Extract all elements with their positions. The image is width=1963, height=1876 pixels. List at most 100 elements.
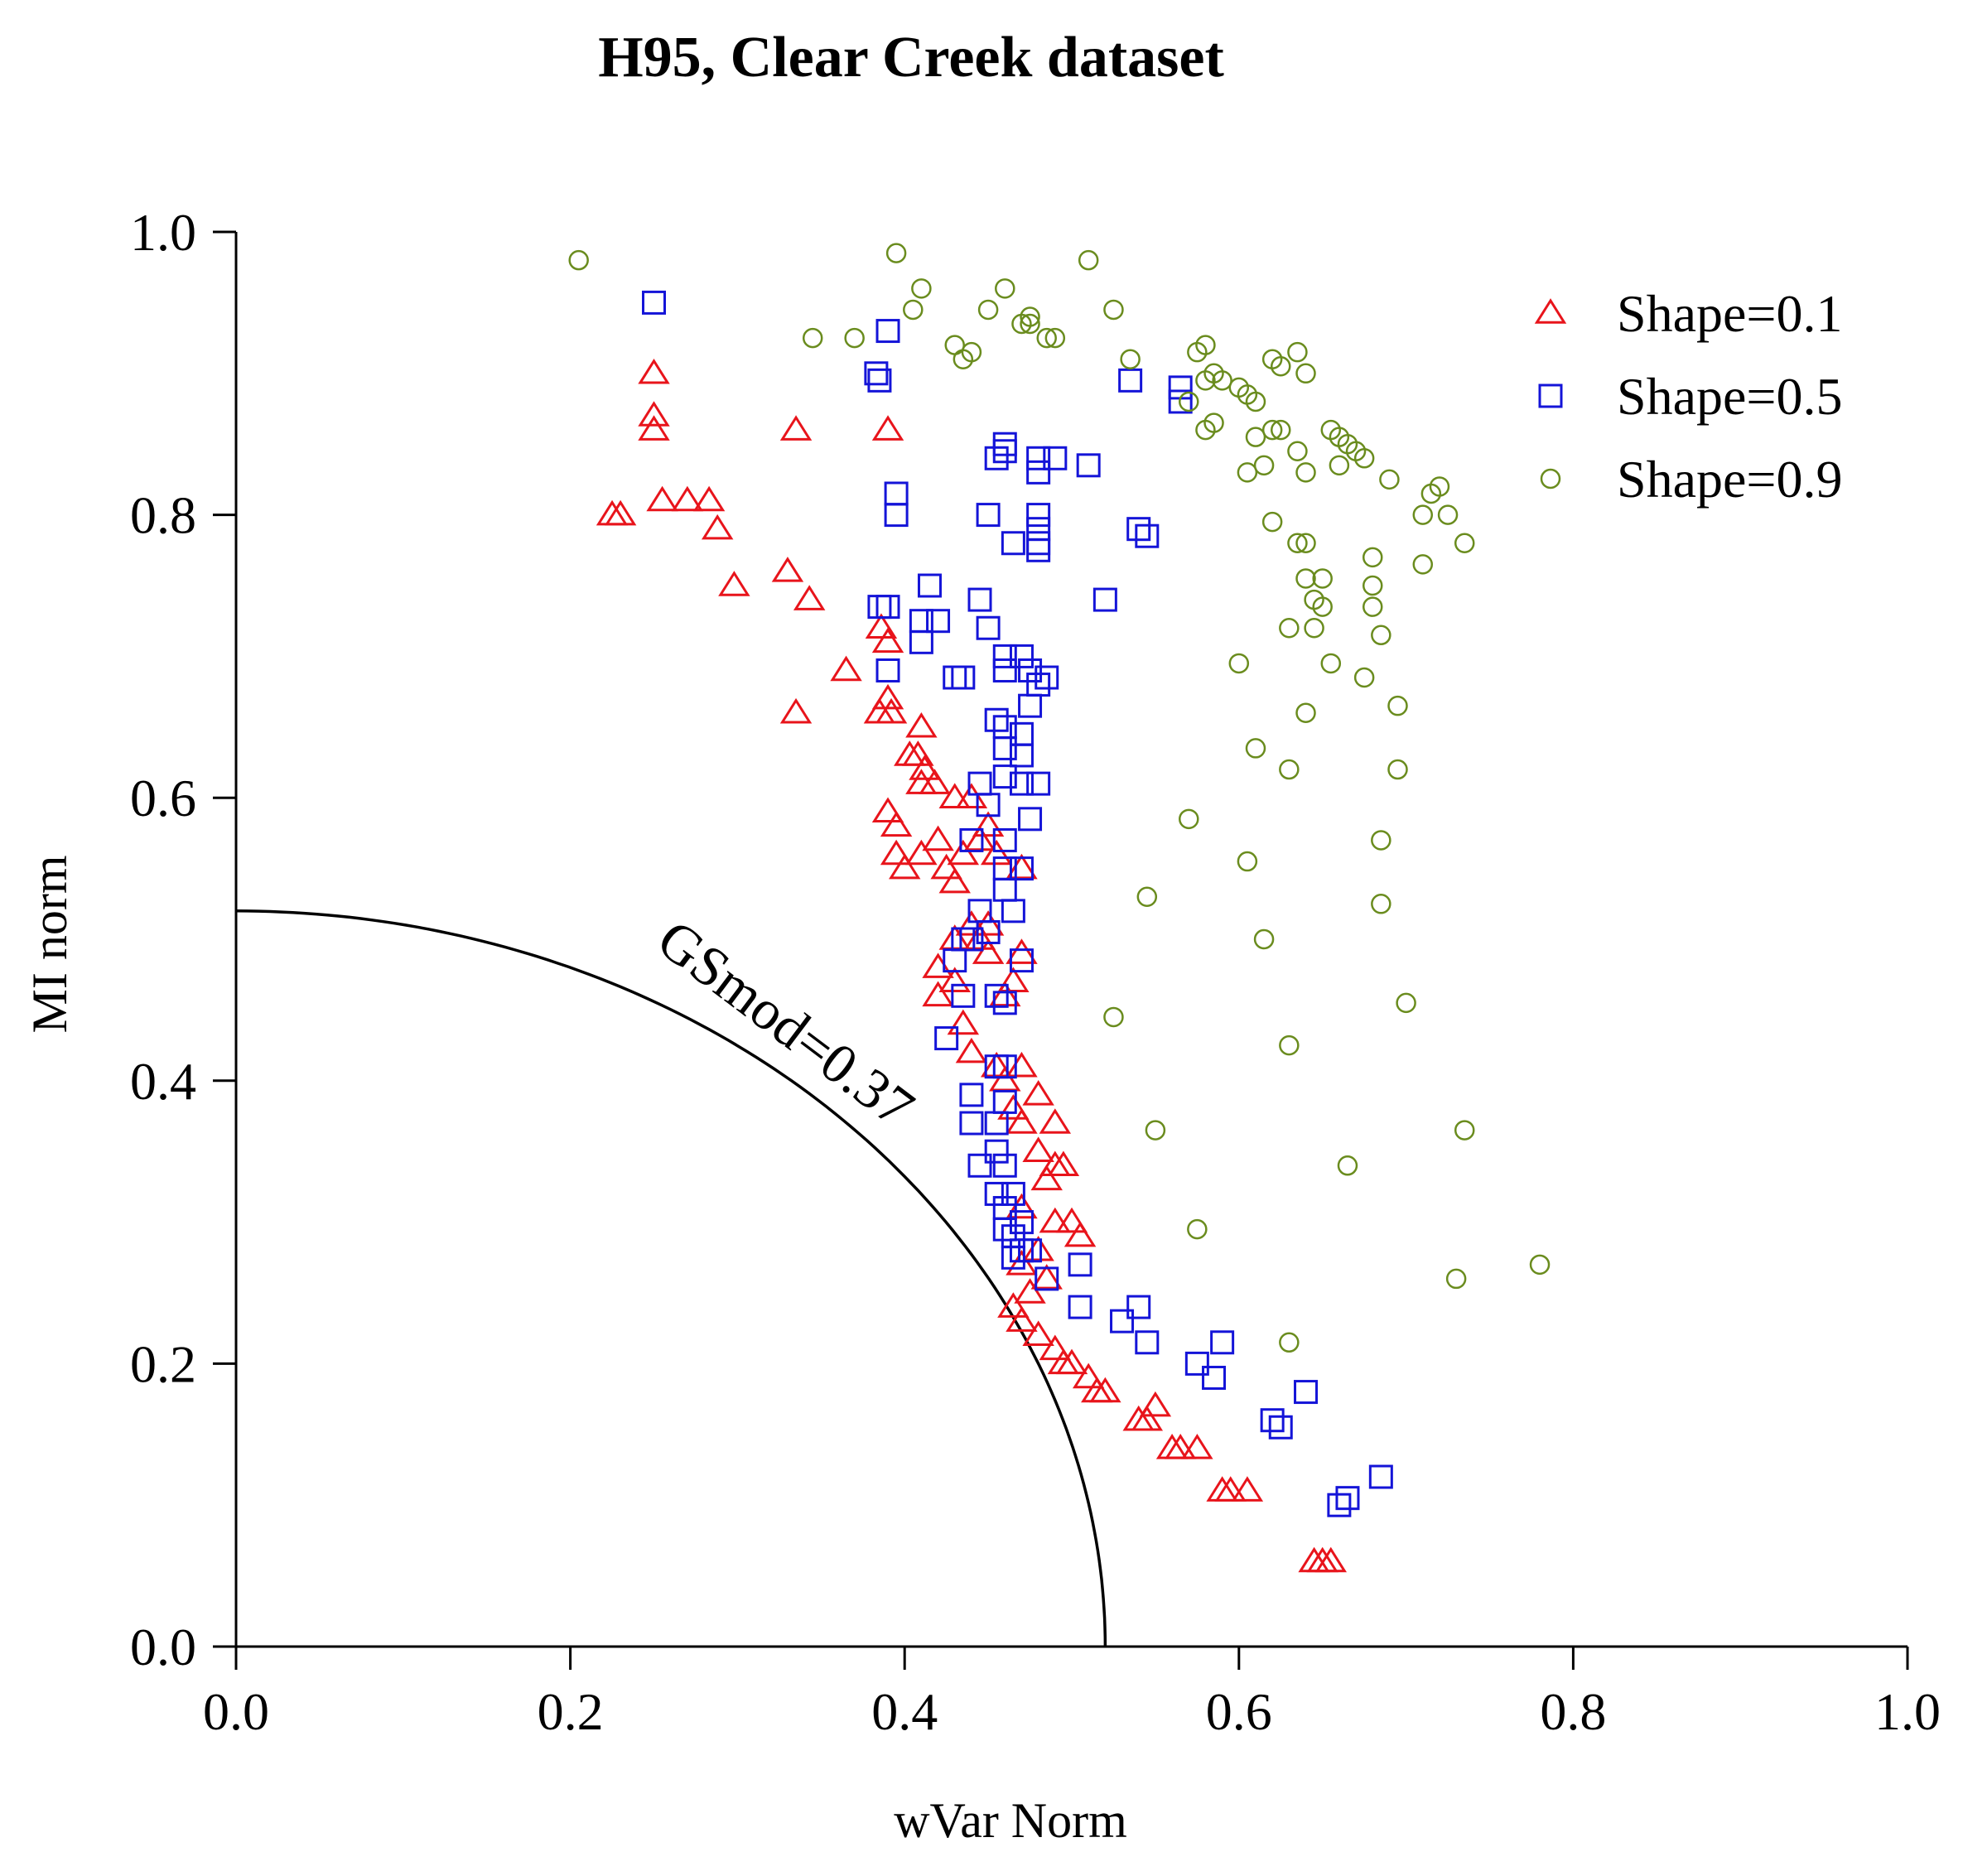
data-point bbox=[1120, 349, 1141, 369]
data-point bbox=[1203, 412, 1224, 433]
data-point bbox=[779, 697, 813, 724]
data-point bbox=[1279, 1332, 1300, 1353]
data-point bbox=[864, 361, 889, 386]
gsmod-curve bbox=[235, 909, 1107, 1647]
series-1 bbox=[596, 358, 1348, 1573]
data-point bbox=[1039, 1207, 1072, 1233]
data-point bbox=[1412, 504, 1434, 525]
data-point bbox=[992, 1153, 1017, 1178]
data-point bbox=[959, 1083, 984, 1107]
data-point bbox=[1039, 1108, 1072, 1134]
data-point bbox=[844, 327, 865, 349]
data-point bbox=[934, 1026, 959, 1051]
x-axis-label: wVar Norm bbox=[894, 1793, 1127, 1848]
data-point bbox=[802, 327, 823, 349]
legend-marker bbox=[1540, 468, 1561, 489]
data-point bbox=[976, 919, 1001, 944]
data-point bbox=[972, 938, 1005, 964]
data-point bbox=[1006, 1250, 1038, 1276]
data-point bbox=[1454, 1120, 1475, 1141]
y-tick-label: 0.6 bbox=[130, 769, 196, 827]
data-point bbox=[771, 557, 804, 582]
data-point bbox=[984, 707, 1009, 732]
data-point bbox=[830, 655, 862, 682]
series-3 bbox=[568, 243, 1551, 1353]
chart-title: H95, Clear Creek dataset bbox=[598, 26, 1224, 89]
data-point bbox=[972, 910, 1005, 936]
data-point bbox=[1022, 1235, 1054, 1261]
data-point bbox=[1529, 1254, 1551, 1276]
data-point bbox=[1014, 1278, 1046, 1304]
data-point bbox=[1009, 771, 1034, 796]
data-point bbox=[1295, 462, 1316, 483]
data-point bbox=[718, 571, 750, 596]
data-point bbox=[604, 499, 637, 526]
data-point bbox=[1030, 1165, 1063, 1191]
data-point bbox=[992, 715, 1017, 740]
data-point bbox=[1145, 1120, 1166, 1141]
data-point bbox=[967, 1153, 992, 1178]
y-tick-label: 0.2 bbox=[130, 1334, 196, 1393]
data-point bbox=[638, 415, 670, 441]
data-point bbox=[1076, 453, 1101, 478]
data-point bbox=[871, 415, 904, 441]
data-point bbox=[1078, 249, 1099, 271]
data-point bbox=[1271, 356, 1291, 377]
data-point bbox=[871, 627, 904, 653]
data-point bbox=[905, 839, 938, 866]
data-point bbox=[926, 609, 951, 634]
data-point bbox=[1295, 568, 1316, 589]
data-point bbox=[1212, 370, 1232, 391]
data-point bbox=[992, 877, 1017, 902]
data-point bbox=[1362, 547, 1383, 568]
data-point bbox=[1039, 1334, 1072, 1361]
data-point bbox=[1018, 807, 1043, 832]
data-point bbox=[1304, 617, 1324, 639]
data-point bbox=[997, 1094, 1030, 1120]
data-point bbox=[1268, 1415, 1293, 1440]
data-point bbox=[1063, 1221, 1097, 1247]
x-tick-label: 0.0 bbox=[203, 1682, 269, 1741]
data-point bbox=[980, 839, 1013, 866]
data-point bbox=[902, 740, 934, 766]
data-point bbox=[1287, 533, 1308, 554]
data-point bbox=[1396, 992, 1416, 1014]
data-point bbox=[938, 967, 971, 992]
data-point bbox=[992, 1217, 1017, 1242]
data-point bbox=[1009, 1210, 1034, 1235]
data-point bbox=[1026, 538, 1051, 562]
data-point bbox=[944, 335, 965, 355]
data-point bbox=[1092, 587, 1117, 612]
data-point bbox=[967, 899, 992, 924]
data-point bbox=[1362, 596, 1383, 617]
data-point bbox=[1179, 391, 1199, 412]
data-point bbox=[1018, 658, 1043, 682]
data-point bbox=[1179, 808, 1199, 830]
data-point bbox=[1001, 1181, 1025, 1206]
data-point bbox=[1026, 517, 1051, 542]
data-point bbox=[955, 1037, 988, 1063]
data-point bbox=[1001, 899, 1025, 924]
data-point bbox=[967, 771, 992, 796]
data-point bbox=[1035, 665, 1059, 690]
data-point bbox=[1006, 938, 1038, 964]
data-point bbox=[1006, 1051, 1038, 1078]
data-point bbox=[1279, 759, 1300, 780]
data-point bbox=[1181, 1434, 1213, 1459]
data-point bbox=[1362, 575, 1383, 596]
data-point bbox=[1009, 644, 1034, 668]
data-point bbox=[1055, 1348, 1088, 1375]
data-point bbox=[1295, 363, 1316, 384]
legend-marker bbox=[1538, 383, 1563, 408]
data-point bbox=[1314, 1546, 1348, 1573]
data-point bbox=[1437, 504, 1459, 525]
data-point bbox=[922, 981, 954, 1007]
data-point bbox=[1187, 1218, 1208, 1240]
data-point bbox=[947, 1009, 980, 1035]
data-point bbox=[884, 503, 909, 528]
data-point bbox=[1136, 886, 1158, 908]
data-point bbox=[1026, 503, 1051, 528]
x-tick-label: 1.0 bbox=[1874, 1682, 1941, 1741]
data-point bbox=[1020, 313, 1040, 335]
data-point bbox=[976, 503, 1001, 528]
